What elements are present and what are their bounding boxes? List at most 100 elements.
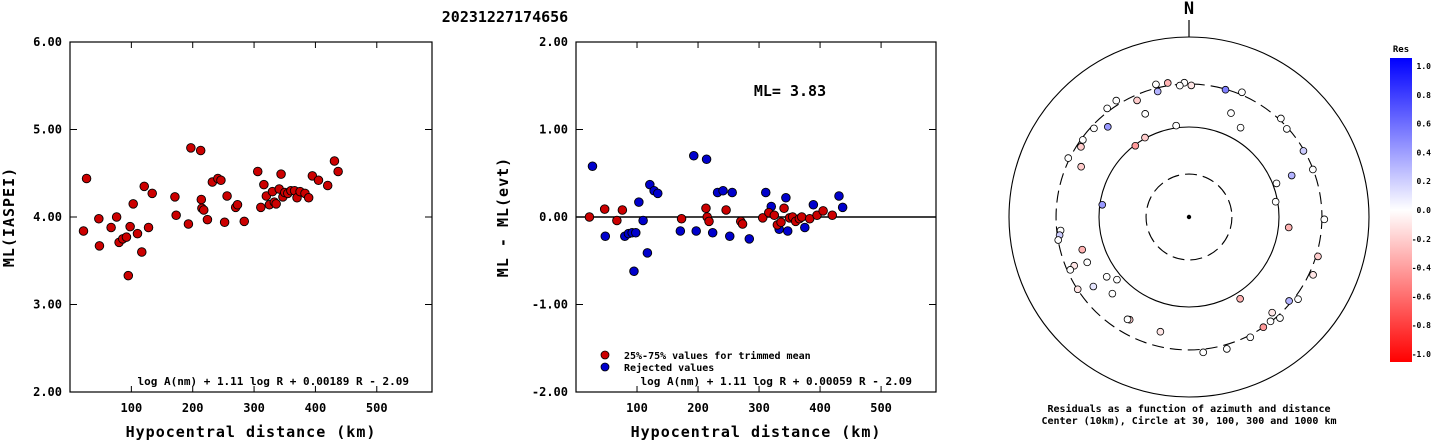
- rejected-point: [707, 227, 718, 238]
- x-tick-label: 400: [305, 401, 327, 415]
- data-point: [132, 228, 143, 239]
- station-residual: [1299, 147, 1308, 155]
- x-tick-label: 100: [626, 401, 648, 415]
- y-tick-label: -1.00: [532, 298, 568, 312]
- rejected-point: [837, 202, 848, 213]
- ml-residual-scatter-chart: 100 200 300 400 500 -2.00 -1.00 0.00 1.00 2.00 Hy…: [494, 35, 937, 441]
- trimmed-point: [676, 213, 687, 224]
- rejected-point: [587, 161, 598, 171]
- station-residual: [1199, 348, 1208, 357]
- trimmed-point: [701, 203, 711, 213]
- data-point: [232, 199, 243, 210]
- data-point: [111, 212, 122, 222]
- data-point: [329, 156, 340, 166]
- data-point: [222, 191, 232, 201]
- x-tick-label: 100: [121, 401, 143, 415]
- rejected-point: [727, 187, 737, 198]
- color-scale-tick: -0.6: [1412, 292, 1431, 301]
- station-residual: [1073, 285, 1082, 294]
- station-residual: [1153, 87, 1162, 96]
- color-scale-tick: -0.8: [1412, 321, 1431, 330]
- trimmed-point: [779, 203, 789, 213]
- y-tick-label: 2.00: [539, 35, 568, 49]
- station-residual: [1163, 79, 1172, 87]
- station-residual: [1156, 327, 1165, 336]
- data-point: [94, 241, 105, 251]
- data-point: [125, 221, 135, 232]
- x-axis-label: Hypocentral distance (km): [631, 423, 882, 441]
- rejected-point: [808, 199, 819, 210]
- station-residual: [1098, 201, 1107, 209]
- data-point: [219, 217, 230, 227]
- rejected-point: [761, 187, 771, 198]
- data-point: [94, 213, 104, 224]
- data-point: [202, 214, 213, 225]
- trimmed-point: [776, 217, 786, 227]
- y-axis-label: ML - ML(evt): [494, 157, 512, 277]
- trimmed-point: [769, 210, 780, 220]
- station-residual: [1064, 154, 1073, 162]
- rejected-point: [653, 188, 663, 199]
- rejected-point: [701, 154, 712, 164]
- station-residual: [1271, 197, 1280, 206]
- data-point: [183, 219, 194, 229]
- y-tick-label: -2.00: [532, 385, 568, 399]
- station-residual: [1221, 85, 1230, 94]
- trimmed-point: [599, 204, 610, 214]
- trimmed-point: [721, 205, 731, 215]
- station-residual: [1090, 124, 1098, 133]
- y-tick-label: 1.00: [539, 123, 568, 137]
- station-residual: [1123, 315, 1132, 324]
- station-residual: [1172, 121, 1180, 130]
- station-residual: [1277, 114, 1285, 123]
- data-point: [239, 216, 250, 227]
- y-tick-label: 4.00: [33, 210, 62, 224]
- station-residual: [1259, 323, 1268, 332]
- station-residual: [1077, 143, 1085, 151]
- color-scale-tick: 0.6: [1417, 120, 1432, 129]
- x-tick-label: 500: [366, 401, 388, 415]
- data-point: [256, 202, 266, 213]
- rejected-point: [675, 226, 686, 236]
- color-scale-tick: 1.0: [1417, 62, 1432, 71]
- station-residual: [1054, 236, 1063, 244]
- station-residual: [1102, 272, 1111, 281]
- color-scale-tick: 0.0: [1417, 206, 1432, 215]
- azimuth-residual-polar-plot: N Residuals as a function of azimuth and…: [1008, 0, 1370, 427]
- station-residual: [1285, 297, 1293, 305]
- station-residual: [1309, 165, 1317, 174]
- color-scale-tick: 0.2: [1417, 177, 1432, 186]
- data-point: [170, 192, 180, 202]
- station-residual: [1284, 223, 1293, 232]
- y-tick-label: 0.00: [539, 210, 568, 224]
- data-point: [199, 205, 209, 215]
- data-point: [143, 222, 154, 233]
- station-residual: [1077, 162, 1085, 171]
- rejected-point: [689, 150, 699, 161]
- station-residual: [1141, 110, 1150, 118]
- rejected-point: [800, 222, 810, 233]
- color-scale-bar: [1390, 58, 1412, 362]
- distance-ring-100km: [1098, 126, 1280, 308]
- trimmed-point: [827, 210, 838, 220]
- station-residual: [1227, 109, 1235, 117]
- station-residual: [1294, 295, 1302, 303]
- trimmed-point: [797, 212, 807, 222]
- color-scale-tick: -1.0: [1412, 350, 1431, 359]
- x-tick-label: 500: [870, 401, 892, 415]
- station-residual: [1113, 275, 1121, 284]
- station-residual: [1152, 80, 1160, 89]
- data-point: [78, 226, 89, 236]
- station-residual: [1176, 81, 1184, 90]
- data-point: [186, 143, 196, 153]
- data-point: [123, 270, 134, 281]
- station-residual: [1238, 88, 1246, 97]
- rejected-point: [638, 215, 648, 226]
- data-point: [303, 192, 314, 203]
- polar-caption-line-1: Residuals as a function of azimuth and d…: [1048, 403, 1331, 415]
- station-residual: [1112, 96, 1121, 105]
- distance-ring-1000km: [1008, 36, 1370, 398]
- station-residual: [1223, 345, 1231, 353]
- x-tick-label: 300: [748, 401, 770, 415]
- rejected-point: [629, 266, 639, 277]
